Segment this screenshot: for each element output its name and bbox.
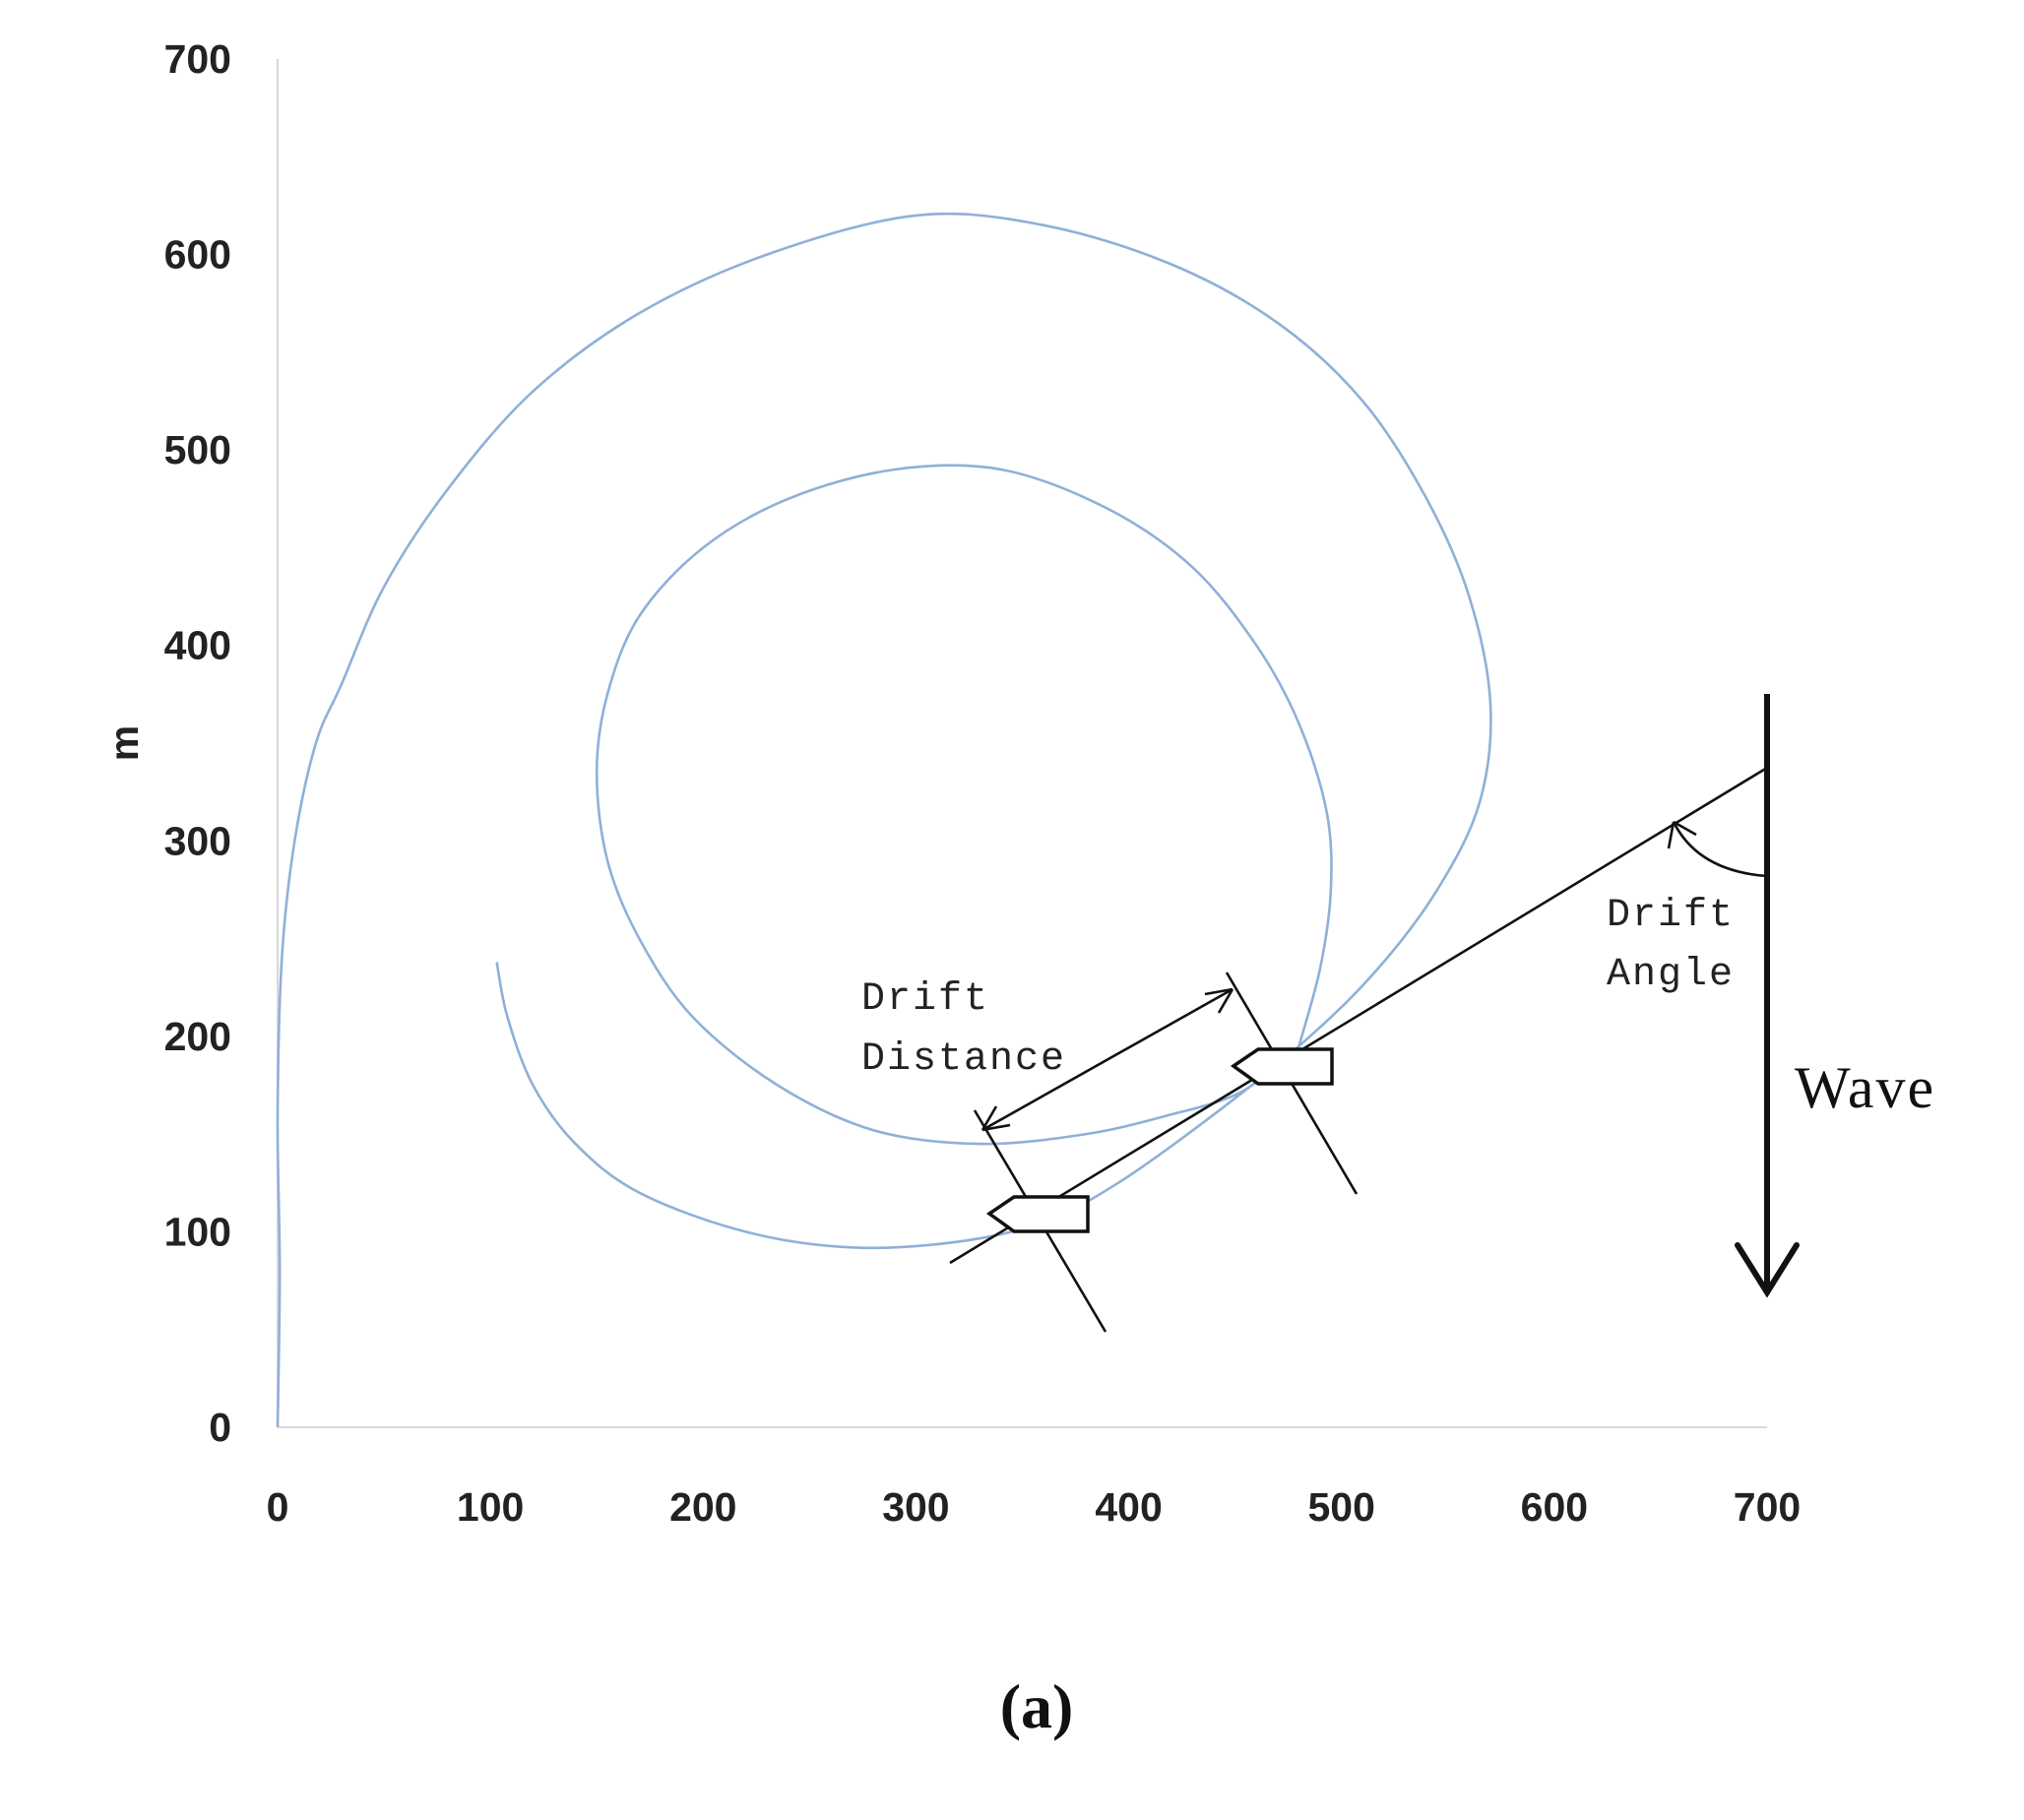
ship-icon-initial	[985, 1195, 1090, 1233]
ship-icon-final	[1230, 1047, 1334, 1086]
trajectory-series	[276, 212, 1492, 1428]
y-tick-label: 100	[164, 1209, 231, 1254]
x-tick-label: 700	[1734, 1484, 1801, 1530]
x-tick-label: 500	[1308, 1484, 1375, 1530]
drift-distance-label-line2: Distance	[861, 1037, 1066, 1082]
drift-distance-arrow-line	[981, 987, 1233, 1132]
drift-distance-arrowhead-right	[1204, 987, 1234, 1014]
y-tick-label: 400	[164, 623, 231, 668]
drift-angle-label-line1: Drift	[1607, 894, 1735, 938]
x-tick-label: 400	[1095, 1484, 1162, 1530]
y-tick-label: 300	[164, 818, 231, 863]
trajectory-line-2	[595, 464, 1333, 1146]
drift-direction-line	[949, 766, 1768, 1265]
y-tick-label: 600	[164, 232, 231, 278]
wave-arrowhead-icon	[1735, 1242, 1800, 1298]
y-tick-labels: 0 100 200 300 400 500 600 700	[164, 36, 231, 1450]
drift-angle-arc	[1672, 821, 1768, 878]
panel-label: (a)	[1000, 1671, 1074, 1741]
drift-distance-annotation: Drift Distance	[861, 972, 1359, 1333]
y-axis-label: m	[101, 725, 147, 761]
drift-angle-arrowhead	[1667, 820, 1697, 849]
y-tick-label: 0	[209, 1405, 231, 1450]
x-tick-labels: 0 100 200 300 400 500 600 700	[267, 1484, 1802, 1530]
y-tick-label: 500	[164, 427, 231, 472]
drift-angle-label-line2: Angle	[1607, 953, 1735, 997]
x-tick-label: 200	[669, 1484, 736, 1530]
wave-direction-arrow: Wave	[1735, 694, 1935, 1298]
drift-angle-annotation: Drift Angle	[949, 766, 1768, 1265]
wave-label: Wave	[1795, 1055, 1935, 1120]
y-tick-label: 200	[164, 1014, 231, 1059]
drift-distance-label-line1: Drift	[861, 977, 989, 1022]
y-tick-label: 700	[164, 36, 231, 82]
x-tick-label: 100	[457, 1484, 524, 1530]
x-tick-label: 600	[1521, 1484, 1588, 1530]
x-tick-label: 0	[267, 1484, 289, 1530]
trajectory-line-1	[276, 212, 1492, 1428]
x-tick-label: 300	[882, 1484, 949, 1530]
drift-distance-arrowhead-left	[980, 1105, 1011, 1132]
